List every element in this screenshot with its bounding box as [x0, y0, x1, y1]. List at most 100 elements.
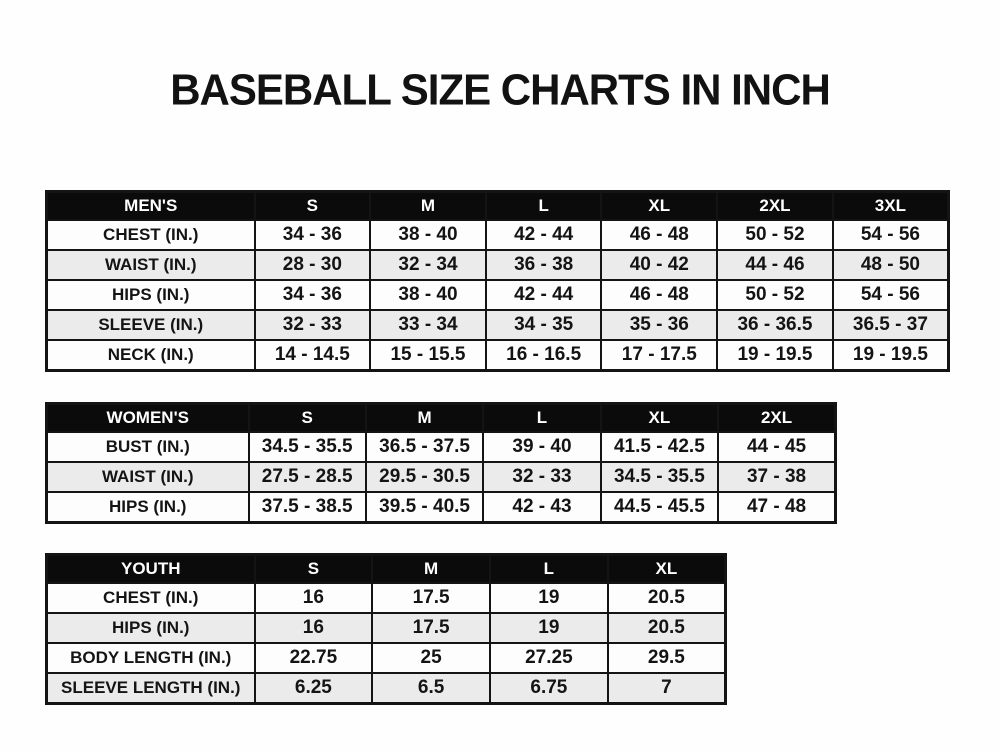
- table-row: CHEST (IN.) 16 17.5 19 20.5: [45, 582, 727, 614]
- value-cell: 20.5: [606, 612, 727, 644]
- size-column-header: M: [371, 553, 491, 584]
- value-cell: 40 - 42: [600, 249, 719, 281]
- size-column-header: S: [247, 402, 367, 433]
- value-cell: 50 - 52: [716, 279, 834, 311]
- value-cell: 44 - 45: [717, 431, 837, 463]
- table-row: CHEST (IN.) 34 - 36 38 - 40 42 - 44 46 - 48 5…: [45, 219, 950, 251]
- value-cell: 34 - 36: [253, 219, 372, 251]
- value-cell: 17 - 17.5: [600, 339, 719, 371]
- header-row: MEN'S S M L XL 2XL 3XL: [45, 190, 950, 221]
- value-cell: 36.5 - 37: [831, 309, 950, 341]
- table-row: WAIST (IN.) 27.5 - 28.5 29.5 - 30.5 32 - 33…: [45, 461, 837, 493]
- measurement-label-cell: HIPS (IN.): [45, 491, 250, 523]
- table-row: BUST (IN.) 34.5 - 35.5 36.5 - 37.5 39 - 40 4…: [45, 431, 837, 463]
- size-column-header: S: [253, 553, 374, 584]
- mens-table: MEN'S S M L XL 2XL 3XL CHEST (IN.) 34 - 36 38 - 4…: [45, 190, 950, 372]
- measurement-label-cell: NECK (IN.): [45, 339, 256, 371]
- measurement-label-cell: HIPS (IN.): [45, 612, 256, 644]
- measurement-label-cell: WAIST (IN.): [45, 249, 256, 281]
- table-title-cell: MEN'S: [45, 190, 256, 221]
- value-cell: 37.5 - 38.5: [247, 491, 367, 523]
- value-cell: 42 - 44: [484, 279, 603, 311]
- measurement-label-cell: BUST (IN.): [45, 431, 250, 463]
- value-cell: 42 - 44: [484, 219, 603, 251]
- size-column-header: L: [489, 553, 609, 584]
- value-cell: 19: [489, 582, 609, 614]
- value-cell: 14 - 14.5: [253, 339, 372, 371]
- page-title: BASEBALL SIZE CHARTS IN INCH: [170, 65, 831, 114]
- measurement-label-cell: CHEST (IN.): [45, 219, 256, 251]
- value-cell: 34 - 35: [484, 309, 603, 341]
- value-cell: 41.5 - 42.5: [599, 431, 720, 463]
- value-cell: 7: [606, 672, 727, 704]
- youth-table: YOUTH S M L XL CHEST (IN.) 16 17.5 19 20.5 HIPS (I…: [45, 553, 727, 705]
- value-cell: 6.5: [371, 672, 491, 704]
- value-cell: 28 - 30: [253, 249, 372, 281]
- value-cell: 46 - 48: [600, 279, 719, 311]
- table-row: WAIST (IN.) 28 - 30 32 - 34 36 - 38 40 - 42 4…: [45, 249, 950, 281]
- size-column-header: XL: [600, 190, 719, 221]
- size-column-header: XL: [599, 402, 720, 433]
- value-cell: 29.5 - 30.5: [364, 461, 485, 493]
- table-row: SLEEVE (IN.) 32 - 33 33 - 34 34 - 35 35 - 36…: [45, 309, 950, 341]
- value-cell: 47 - 48: [717, 491, 837, 523]
- value-cell: 34 - 36: [253, 279, 372, 311]
- value-cell: 39 - 40: [482, 431, 602, 463]
- value-cell: 36 - 38: [484, 249, 603, 281]
- value-cell: 6.25: [253, 672, 374, 704]
- size-column-header: 3XL: [831, 190, 950, 221]
- value-cell: 17.5: [371, 612, 491, 644]
- table-row: HIPS (IN.) 16 17.5 19 20.5: [45, 612, 727, 644]
- table-title-cell: WOMEN'S: [45, 402, 250, 433]
- table-row: HIPS (IN.) 34 - 36 38 - 40 42 - 44 46 - 48 50…: [45, 279, 950, 311]
- value-cell: 54 - 56: [831, 279, 950, 311]
- value-cell: 22.75: [253, 642, 374, 674]
- value-cell: 27.25: [489, 642, 609, 674]
- value-cell: 19: [489, 612, 609, 644]
- value-cell: 34.5 - 35.5: [599, 461, 720, 493]
- header-row: YOUTH S M L XL: [45, 553, 727, 584]
- size-column-header: 2XL: [717, 402, 837, 433]
- value-cell: 34.5 - 35.5: [247, 431, 367, 463]
- value-cell: 33 - 34: [369, 309, 487, 341]
- value-cell: 15 - 15.5: [369, 339, 487, 371]
- value-cell: 36 - 36.5: [716, 309, 834, 341]
- measurement-label-cell: SLEEVE LENGTH (IN.): [45, 672, 256, 704]
- header-row: WOMEN'S S M L XL 2XL: [45, 402, 837, 433]
- measurement-label-cell: WAIST (IN.): [45, 461, 250, 493]
- size-column-header: S: [253, 190, 372, 221]
- table-row: NECK (IN.) 14 - 14.5 15 - 15.5 16 - 16.5 17 …: [45, 339, 950, 371]
- value-cell: 17.5: [371, 582, 491, 614]
- value-cell: 35 - 36: [600, 309, 719, 341]
- value-cell: 38 - 40: [369, 219, 487, 251]
- measurement-label-cell: HIPS (IN.): [45, 279, 256, 311]
- value-cell: 25: [371, 642, 491, 674]
- size-column-header: 2XL: [716, 190, 834, 221]
- value-cell: 32 - 33: [253, 309, 372, 341]
- value-cell: 16: [253, 612, 374, 644]
- value-cell: 50 - 52: [716, 219, 834, 251]
- value-cell: 54 - 56: [831, 219, 950, 251]
- value-cell: 27.5 - 28.5: [247, 461, 367, 493]
- value-cell: 42 - 43: [482, 491, 602, 523]
- womens-size-table: WOMEN'S S M L XL 2XL BUST (IN.) 34.5 - 35.5 36.5…: [45, 402, 837, 524]
- value-cell: 38 - 40: [369, 279, 487, 311]
- table-row: BODY LENGTH (IN.) 22.75 25 27.25 29.5: [45, 642, 727, 674]
- measurement-label-cell: SLEEVE (IN.): [45, 309, 256, 341]
- value-cell: 19 - 19.5: [716, 339, 834, 371]
- measurement-label-cell: BODY LENGTH (IN.): [45, 642, 256, 674]
- value-cell: 39.5 - 40.5: [364, 491, 485, 523]
- table-title-cell: YOUTH: [45, 553, 256, 584]
- value-cell: 32 - 34: [369, 249, 487, 281]
- size-column-header: M: [369, 190, 487, 221]
- value-cell: 44 - 46: [716, 249, 834, 281]
- value-cell: 44.5 - 45.5: [599, 491, 720, 523]
- value-cell: 37 - 38: [717, 461, 837, 493]
- value-cell: 16 - 16.5: [484, 339, 603, 371]
- size-column-header: L: [482, 402, 602, 433]
- size-column-header: M: [364, 402, 485, 433]
- table-row: HIPS (IN.) 37.5 - 38.5 39.5 - 40.5 42 - 43 4…: [45, 491, 837, 523]
- value-cell: 46 - 48: [600, 219, 719, 251]
- value-cell: 16: [253, 582, 374, 614]
